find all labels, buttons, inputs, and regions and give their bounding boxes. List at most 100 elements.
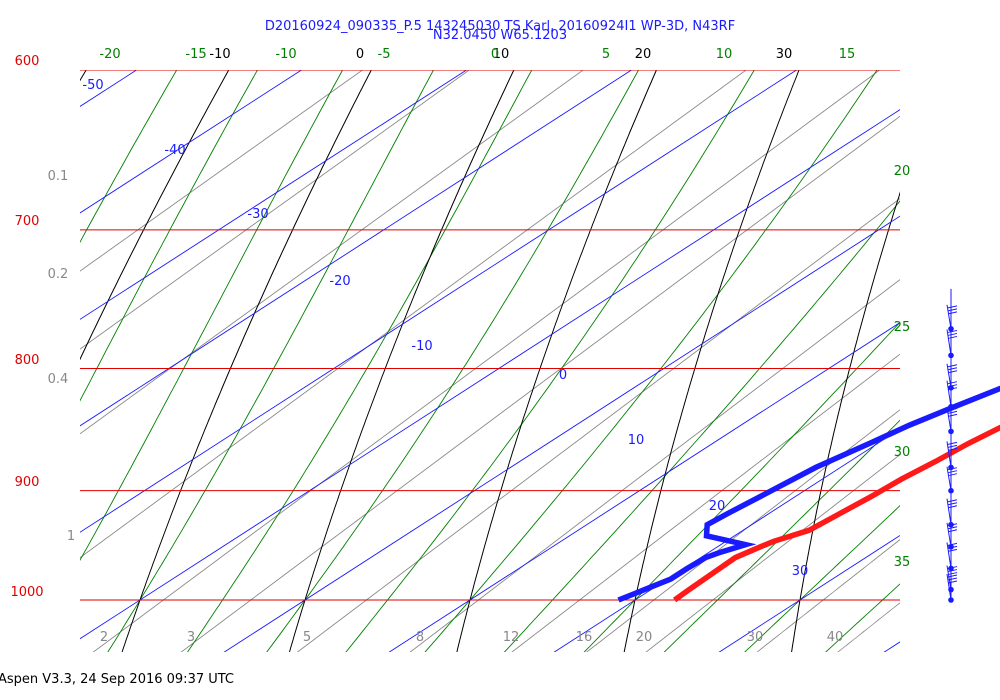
trace-layer — [617, 385, 1000, 603]
mixing-ratio-label: 5 — [303, 630, 311, 645]
moist-adiabat-label: 0 — [491, 47, 499, 62]
mixing-ratio-label: 12 — [503, 630, 520, 645]
dry-adiabat-label: 0 — [356, 47, 364, 62]
wind-barb — [946, 363, 958, 388]
pressure-tick-label: 700 — [15, 214, 40, 229]
mixing-ratio-line — [837, 602, 900, 652]
mixing-ratio-line — [586, 409, 900, 652]
moist-adiabat-line — [187, 70, 533, 652]
dry-adiabat-line — [80, 70, 230, 361]
moist-adiabat-line — [424, 70, 878, 652]
isotherm-label: 20 — [709, 499, 726, 514]
isotherm-label: 0 — [559, 368, 567, 383]
isotherm-line — [80, 70, 798, 533]
moist-adiabat-line — [744, 505, 900, 652]
isotherm-label: -30 — [247, 207, 268, 222]
chart-subtitle: N32.0450 W65.1203 — [433, 28, 567, 43]
dry-adiabat-label: 30 — [776, 47, 793, 62]
isotherm-line — [883, 641, 900, 652]
wind-barb — [946, 441, 958, 468]
pressure-tick-label: 800 — [15, 353, 40, 368]
mixing-ratio-label: 3 — [187, 630, 195, 645]
mixing-ratio-line — [80, 70, 470, 350]
moist-adiabat-label: 25 — [894, 320, 911, 335]
moist-adiabat-line — [80, 70, 344, 562]
wind-level-dot — [948, 428, 954, 435]
dry-adiabat-label: 20 — [635, 47, 652, 62]
wind-level-dot — [948, 544, 954, 550]
moist-adiabat-line — [503, 200, 900, 652]
moist-adiabat-line — [80, 70, 178, 244]
wind-barb — [946, 304, 958, 329]
mixing-ratio-line — [80, 70, 364, 272]
moist-adiabat-label: 35 — [894, 555, 911, 570]
isotherm-line — [718, 534, 900, 652]
dry-adiabat-line — [958, 60, 1000, 660]
moist-adiabat-label: 15 — [839, 47, 856, 62]
moist-adiabat-line — [345, 70, 755, 652]
wind-barb — [946, 380, 958, 407]
moist-adiabat-label: 30 — [894, 445, 911, 460]
dry-adiabat-line — [288, 70, 515, 652]
moist-adiabat-line — [80, 70, 259, 402]
dry-adiabat-line — [121, 70, 372, 652]
pressure-tick-label: 900 — [15, 475, 40, 490]
isotherm-line — [80, 70, 303, 214]
wind-barb — [946, 466, 958, 491]
footer-text: Aspen V3.3, 24 Sep 2016 09:37 UTC — [0, 672, 234, 687]
moist-adiabat-label: -15 — [185, 47, 206, 62]
mixing-ratio-label: 1 — [67, 529, 75, 544]
isotherm-label: -20 — [329, 274, 350, 289]
mixing-ratio-line — [80, 70, 747, 559]
dry-adiabat-line — [623, 70, 800, 652]
mixing-ratio-line — [180, 115, 900, 652]
mixing-ratio-label: 2 — [100, 630, 108, 645]
isotherm-label: -50 — [82, 78, 103, 93]
pressure-tick-label: 1000 — [10, 585, 43, 600]
wind-level-dot — [948, 385, 954, 391]
moist-adiabat-line — [583, 321, 900, 652]
mixing-ratio-label: 0.4 — [48, 372, 69, 387]
mixing-ratio-label: 0.2 — [48, 267, 69, 282]
wind-level-dot — [948, 487, 954, 494]
dry-adiabat-label: -10 — [209, 47, 230, 62]
wind-level-dot — [948, 464, 954, 471]
moist-adiabat-label: -20 — [99, 47, 120, 62]
isotherm-label: 30 — [792, 564, 809, 579]
wind-profile — [946, 288, 958, 603]
mixing-ratio-line — [409, 279, 900, 652]
dry-adiabat-label: 10 — [493, 47, 510, 62]
isotherm-line — [223, 215, 900, 652]
mixing-ratio-label: 30 — [747, 630, 764, 645]
isotherm-line — [553, 428, 900, 652]
mixing-ratio-label: 8 — [416, 630, 424, 645]
mixing-ratio-line — [756, 539, 900, 652]
dewpoint-trace — [617, 385, 1000, 603]
pressure-tick-label: 600 — [15, 54, 40, 69]
wind-barb — [946, 498, 958, 525]
chart-title: D20160924_090335_P.5 143245030 TS Karl, … — [265, 19, 735, 34]
moist-adiabat-label: 5 — [602, 47, 610, 62]
grid-layer — [80, 60, 1000, 660]
isotherm-line — [80, 109, 900, 640]
wind-barb — [946, 407, 958, 432]
mixing-ratio-line — [511, 353, 900, 652]
moist-adiabat-line — [107, 70, 435, 652]
moist-adiabat-label: 10 — [716, 47, 733, 62]
isotherm-label: 10 — [628, 433, 645, 448]
isotherm-line — [388, 322, 900, 652]
moist-adiabat-label: 20 — [894, 164, 911, 179]
isotherm-line — [80, 70, 633, 427]
mixing-ratio-label: 16 — [576, 630, 593, 645]
temperature-trace — [672, 424, 1000, 603]
isotherm-line — [80, 70, 468, 320]
moist-adiabat-label: -5 — [378, 47, 391, 62]
wind-level-dot — [948, 403, 954, 410]
isotherm-label: -10 — [411, 339, 432, 354]
wind-barb — [946, 329, 958, 356]
dry-adiabat-line — [456, 70, 657, 652]
wind-level-dot — [948, 586, 954, 593]
dry-adiabat-line — [791, 191, 900, 652]
